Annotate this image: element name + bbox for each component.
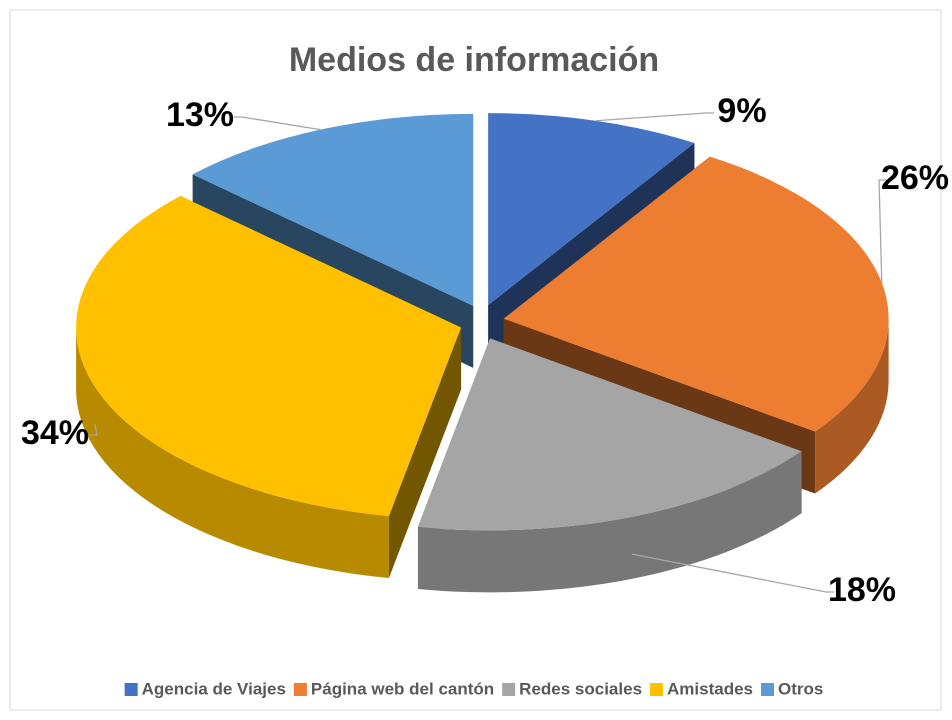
legend-swatch <box>293 683 307 696</box>
leader-line <box>89 423 98 436</box>
data-label: 34% <box>21 414 89 452</box>
slice <box>417 338 802 593</box>
legend-label: Otros <box>778 679 823 698</box>
data-label: 18% <box>828 571 896 609</box>
legend-swatch <box>502 683 516 696</box>
legend-swatch <box>124 683 138 696</box>
legend-label: Agencia de Viajes <box>142 679 286 698</box>
slice-top <box>488 113 695 306</box>
slice-side <box>76 327 389 579</box>
legend-swatch <box>761 683 775 696</box>
leader-line <box>595 112 714 122</box>
leader-line <box>631 553 834 593</box>
slice-top <box>192 113 474 306</box>
slice <box>76 196 462 579</box>
slice-side <box>417 451 802 593</box>
slice-wall <box>388 327 462 579</box>
legend-label: Redes sociales <box>519 679 642 698</box>
slice-top <box>503 156 889 432</box>
data-label: 9% <box>717 92 766 130</box>
legend-label: Amistades <box>667 679 753 698</box>
legend-swatch <box>650 683 664 696</box>
leader-line <box>878 179 887 283</box>
chart-title: Medios de información <box>289 41 659 79</box>
slice-side <box>815 318 889 494</box>
data-label: 26% <box>881 159 949 197</box>
data-label: 13% <box>166 96 234 134</box>
leader-line <box>234 116 321 131</box>
slice-top <box>417 338 802 531</box>
slice-top <box>76 196 462 517</box>
legend-label: Página web del cantón <box>311 679 494 698</box>
